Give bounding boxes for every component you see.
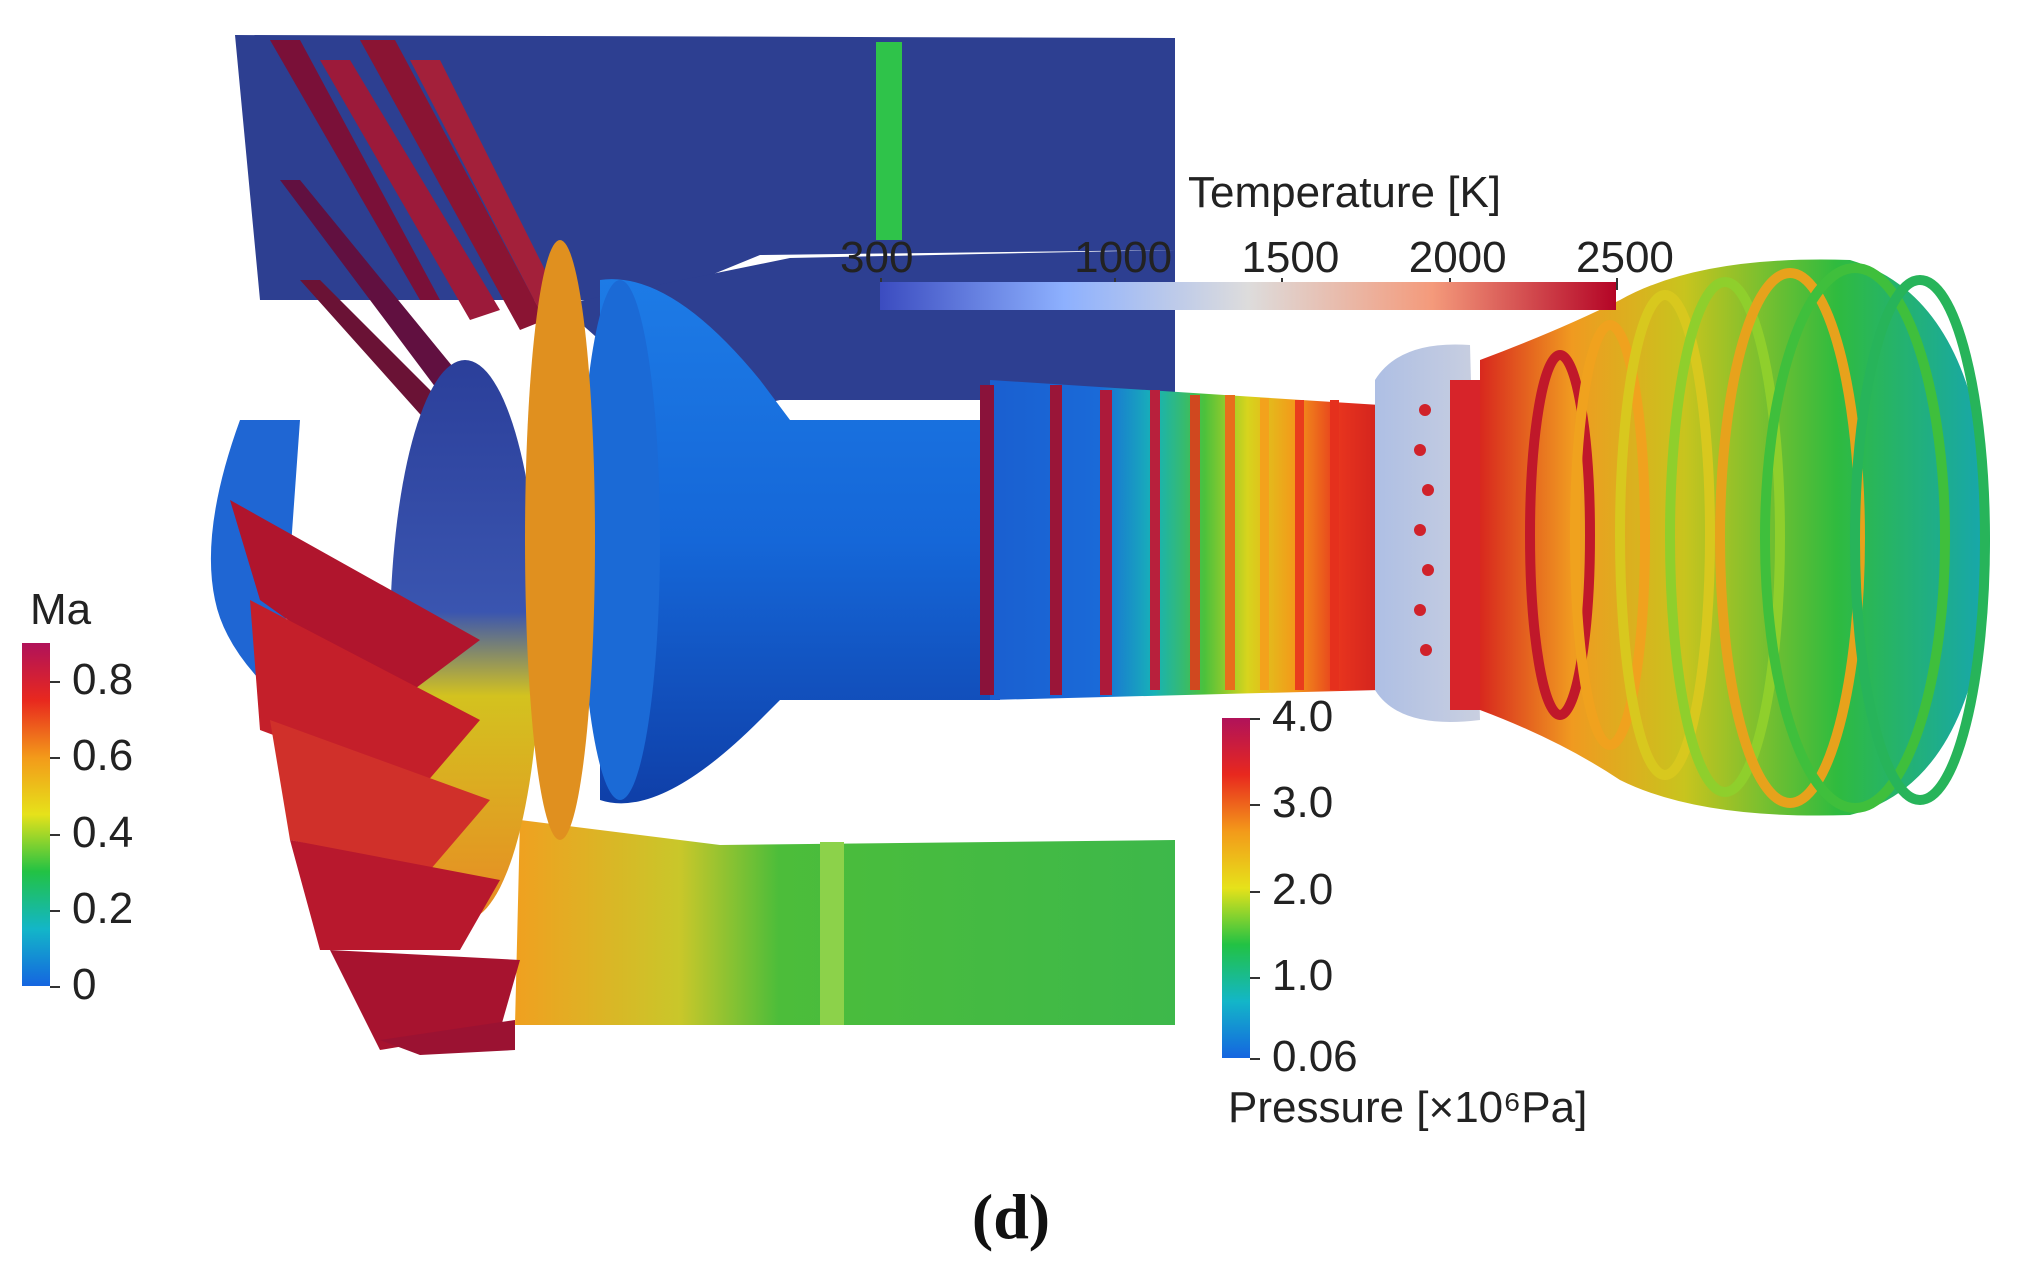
mach-tick-label: 0.2: [72, 883, 134, 933]
pressure-gradient-bar: [1222, 718, 1250, 1058]
mach-tick-label: 0.4: [72, 807, 134, 857]
mach-tick-mark: [50, 833, 60, 836]
spinner-cone: [600, 279, 1000, 804]
spinner-face: [580, 280, 660, 800]
pressure-tick-label: 2.0: [1272, 864, 1334, 914]
pressure-tick-label: 1.0: [1272, 950, 1334, 1000]
pressure-tick-label: 0.06: [1272, 1032, 1358, 1081]
pressure-tick-mark: [1250, 718, 1260, 720]
pressure-tick-mark: [1250, 804, 1260, 807]
mach-tick-mark: [50, 757, 60, 760]
core-compressor: [990, 380, 1380, 700]
temperature-tick-mark: [1616, 278, 1618, 290]
pressure-tick-label: 3.0: [1272, 778, 1334, 828]
fan-blades-lower: [230, 500, 520, 1055]
stator-ring: [525, 240, 595, 840]
temperature-colorbar-title: Temperature [K]: [1188, 168, 1502, 217]
pressure-tick-mark: [1250, 890, 1260, 893]
mach-tick-label: 0.6: [72, 731, 134, 781]
pressure-tick-mark: [1250, 976, 1260, 979]
bypass-probe-upper: [876, 42, 902, 240]
figure-caption: (d): [971, 1181, 1051, 1252]
mach-tick-mark: [50, 986, 60, 988]
mach-tick-label: 0.8: [72, 655, 134, 705]
pressure-colorbar-title: Pressure [×10⁶Pa]: [1228, 1083, 1588, 1132]
temperature-tick-label: 300: [840, 233, 914, 282]
mach-gradient-bar: [22, 643, 50, 986]
mach-tick-mark: [50, 681, 60, 684]
combustor-injectors: [1414, 404, 1434, 656]
compressor-blades: [980, 385, 1339, 695]
temperature-tick-label: 1000: [1074, 233, 1173, 282]
pressure-tick-mark: [1250, 1058, 1260, 1060]
temperature-tick-label: 2000: [1408, 233, 1507, 282]
bypass-duct-lower: [515, 820, 1175, 1025]
mach-tick-label: 0: [72, 960, 97, 1009]
mach-colorbar-title: Ma: [30, 585, 92, 634]
pressure-tick-label: 4.0: [1272, 692, 1334, 741]
temperature-gradient-bar: [880, 282, 1616, 310]
turbine-blade-rows: [1525, 263, 1990, 813]
temperature-tick-label: 2500: [1576, 233, 1674, 282]
mach-tick-mark: [50, 909, 60, 912]
fan-blades-upper: [270, 40, 580, 470]
bypass-probe-lower: [820, 842, 844, 1025]
temperature-tick-label: 1500: [1241, 233, 1340, 282]
